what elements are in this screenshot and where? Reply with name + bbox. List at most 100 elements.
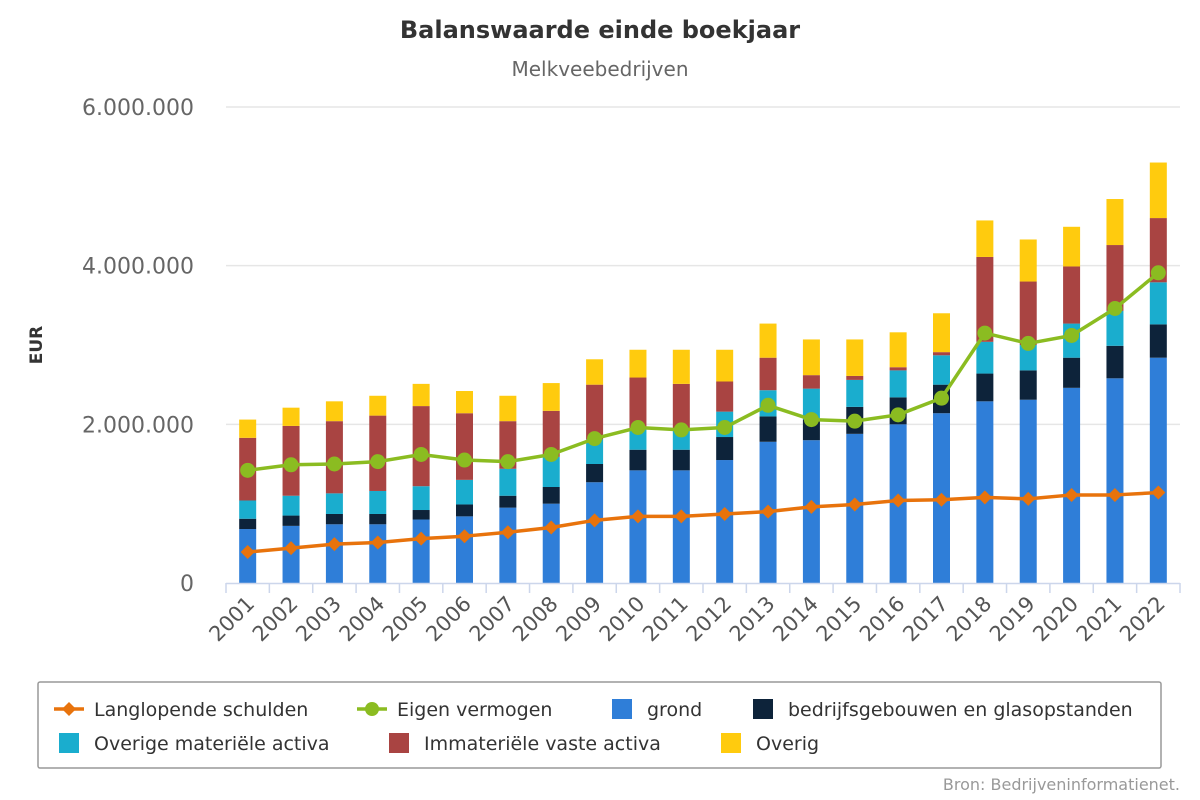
- line-point[interactable]: [673, 422, 689, 438]
- bar-segment[interactable]: [1063, 387, 1081, 583]
- line-point[interactable]: [326, 456, 342, 472]
- bar-segment[interactable]: [933, 352, 950, 356]
- line-point[interactable]: [1151, 485, 1166, 500]
- bar-segment[interactable]: [672, 449, 690, 471]
- line-point[interactable]: [847, 497, 862, 512]
- line-point[interactable]: [761, 504, 776, 519]
- bar-segment[interactable]: [456, 516, 473, 583]
- bar-segment[interactable]: [672, 470, 690, 583]
- bar-segment[interactable]: [629, 449, 647, 471]
- series-line[interactable]: [247, 271, 1160, 473]
- bar-segment[interactable]: [456, 391, 473, 414]
- bar-segment[interactable]: [1149, 218, 1167, 283]
- bar-segment[interactable]: [1106, 245, 1124, 311]
- line-point[interactable]: [934, 492, 949, 507]
- legend-item[interactable]: grond: [612, 699, 702, 721]
- bar-segment[interactable]: [933, 355, 950, 385]
- bar-segment[interactable]: [976, 341, 994, 374]
- line-point[interactable]: [1020, 335, 1036, 351]
- line-point[interactable]: [414, 531, 429, 546]
- legend[interactable]: Langlopende schulden Eigen vermogen grond b…: [37, 681, 1162, 769]
- bar-segment[interactable]: [542, 503, 560, 583]
- line-point[interactable]: [804, 499, 819, 514]
- bar-segment[interactable]: [759, 416, 777, 442]
- bar-segment[interactable]: [239, 500, 257, 519]
- bar-segment[interactable]: [412, 510, 430, 520]
- bar-segment[interactable]: [759, 323, 777, 358]
- bar-segment[interactable]: [1149, 357, 1167, 583]
- bar-segment[interactable]: [802, 339, 820, 376]
- legend-item[interactable]: Eigen vermogen: [357, 699, 552, 721]
- line-point[interactable]: [977, 325, 993, 341]
- line-point[interactable]: [1064, 327, 1080, 343]
- bar-segment[interactable]: [586, 439, 604, 464]
- line-point[interactable]: [240, 462, 256, 478]
- bar-segment[interactable]: [716, 437, 734, 461]
- line-point[interactable]: [847, 413, 863, 429]
- bar-segment[interactable]: [1063, 266, 1081, 324]
- bar-segment[interactable]: [586, 482, 604, 583]
- series-line[interactable]: [247, 490, 1159, 554]
- bar-segment[interactable]: [542, 456, 560, 488]
- bar-segment[interactable]: [239, 419, 257, 438]
- bar-segment[interactable]: [586, 359, 604, 385]
- bar-segment[interactable]: [1106, 378, 1124, 583]
- line-point[interactable]: [890, 407, 906, 423]
- bar-segment[interactable]: [1063, 357, 1081, 388]
- bar-segment[interactable]: [1149, 324, 1167, 358]
- bar-segment[interactable]: [976, 220, 994, 257]
- line-point[interactable]: [760, 397, 776, 413]
- bar-segment[interactable]: [456, 504, 473, 517]
- bar-segment[interactable]: [369, 524, 387, 583]
- line-point[interactable]: [1107, 487, 1122, 502]
- bar-segment[interactable]: [325, 524, 343, 583]
- bar-segment[interactable]: [1019, 239, 1037, 282]
- line-point[interactable]: [1064, 487, 1079, 502]
- bar-segment[interactable]: [716, 381, 734, 412]
- line-point[interactable]: [717, 506, 732, 521]
- bar-segment[interactable]: [889, 332, 907, 368]
- bar-segment[interactable]: [325, 513, 343, 525]
- bar-segment[interactable]: [802, 375, 820, 389]
- bar-segment[interactable]: [542, 383, 560, 411]
- bar-segment[interactable]: [1019, 370, 1037, 400]
- line-point[interactable]: [630, 509, 645, 524]
- line-point[interactable]: [587, 431, 603, 447]
- line-point[interactable]: [327, 537, 342, 552]
- bar-segment[interactable]: [629, 377, 647, 429]
- bar-segment[interactable]: [846, 339, 864, 376]
- bar-segment[interactable]: [412, 486, 430, 511]
- bar-segment[interactable]: [976, 373, 994, 402]
- bar-segment[interactable]: [412, 406, 430, 487]
- line-point[interactable]: [500, 525, 515, 540]
- bar-segment[interactable]: [802, 388, 820, 420]
- line-point[interactable]: [717, 420, 733, 436]
- bar-segment[interactable]: [239, 518, 257, 530]
- bar-segment[interactable]: [412, 519, 430, 583]
- line-point[interactable]: [370, 454, 386, 470]
- bar-segment[interactable]: [672, 383, 690, 429]
- bar-segment[interactable]: [412, 383, 430, 407]
- line-point[interactable]: [240, 545, 255, 560]
- bar-series[interactable]: [239, 162, 1167, 583]
- line-point[interactable]: [977, 490, 992, 505]
- bar-segment[interactable]: [672, 349, 690, 384]
- bar-segment[interactable]: [542, 410, 560, 457]
- legend-item[interactable]: Langlopende schulden: [54, 699, 308, 721]
- legend-item[interactable]: Immateriële vaste activa: [389, 733, 661, 755]
- bar-segment[interactable]: [456, 413, 473, 480]
- bar-segment[interactable]: [1106, 310, 1124, 346]
- line-point[interactable]: [284, 541, 299, 556]
- line-series[interactable]: [240, 265, 1166, 560]
- line-point[interactable]: [543, 446, 559, 462]
- line-point[interactable]: [283, 457, 299, 473]
- bar-segment[interactable]: [889, 370, 907, 398]
- bar-segment[interactable]: [325, 493, 343, 514]
- bar-segment[interactable]: [759, 357, 777, 391]
- bar-segment[interactable]: [282, 407, 300, 426]
- bar-segment[interactable]: [1149, 162, 1167, 219]
- line-point[interactable]: [934, 390, 949, 406]
- bar-segment[interactable]: [1106, 199, 1124, 246]
- bar-segment[interactable]: [369, 490, 387, 514]
- line-point[interactable]: [1107, 301, 1123, 317]
